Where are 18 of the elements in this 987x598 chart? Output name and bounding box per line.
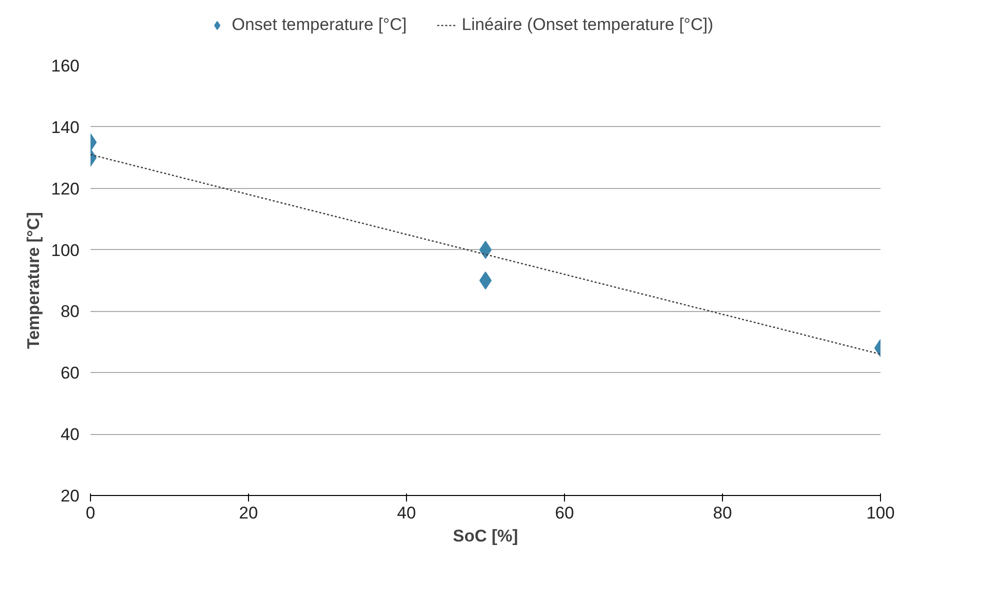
y-tick-label: 120 [51, 179, 80, 198]
y-tick-label: 40 [60, 425, 80, 444]
x-tick-label: 60 [555, 504, 574, 522]
y-tick-label: 20 [60, 486, 80, 506]
x-tick-label: 80 [713, 504, 732, 522]
y-tick-label: 100 [51, 240, 80, 260]
x-tick-label: 0 [86, 504, 96, 522]
y-tick-label: 140 [51, 118, 80, 137]
x-axis-title: SoC [%] [452, 526, 518, 546]
legend-label: Onset temperature [°C] [232, 15, 407, 35]
x-tick-label: 100 [866, 504, 895, 522]
legend-label: Linéaire (Onset temperature [°C]) [462, 15, 714, 35]
x-tick-label: 20 [239, 504, 258, 522]
y-tick-label: 60 [60, 364, 80, 383]
y-tick-label: 160 [51, 56, 80, 76]
y-axis-title: Temperature [°C] [24, 212, 44, 349]
x-tick-label: 40 [397, 504, 416, 522]
y-tick-label: 80 [60, 302, 80, 322]
